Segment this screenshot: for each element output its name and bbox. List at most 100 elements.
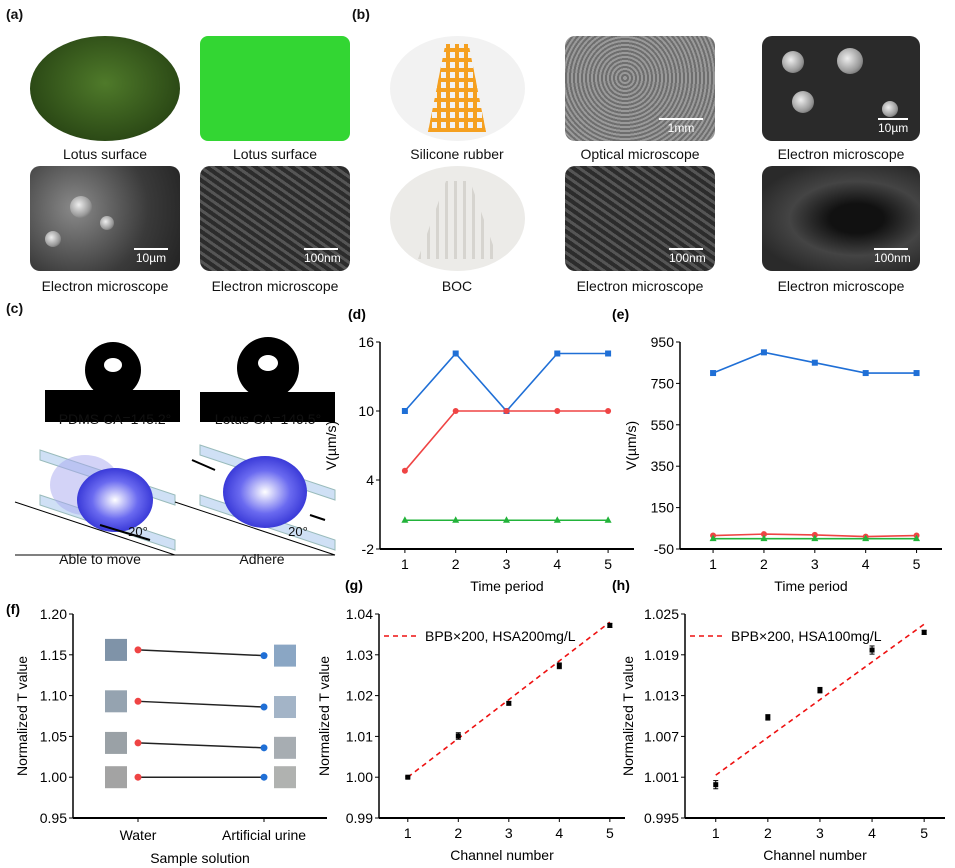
x-tick-label: 3 <box>505 825 513 841</box>
data-point <box>405 774 411 780</box>
water-point <box>134 646 142 654</box>
y-axis-title: V(µm/s) <box>623 421 639 470</box>
x-tick-label: 1 <box>404 825 412 841</box>
y-tick-label: 1.02 <box>346 688 373 704</box>
caption: Lotus CA=149.5° <box>214 411 322 427</box>
pair-line <box>137 742 265 749</box>
water-color-swatch <box>105 731 127 754</box>
arrow-icon <box>99 524 151 541</box>
y-tick-label: 750 <box>651 375 675 391</box>
electron-microscope-image: 10µm <box>762 36 920 141</box>
x-tick-label: 4 <box>553 556 561 572</box>
urine-point <box>260 703 268 711</box>
data-point-blue <box>760 349 767 356</box>
data-point <box>556 663 562 669</box>
scale-bar: 1mm <box>659 118 703 135</box>
y-axis-title: Normalized T value <box>316 656 332 776</box>
water-color-swatch <box>105 638 127 661</box>
y-tick-label: 1.019 <box>644 647 679 663</box>
data-point-red <box>605 408 612 414</box>
water-color-swatch <box>105 766 127 789</box>
x-tick-label: 4 <box>862 556 870 572</box>
electron-microscope-image: 100nm <box>565 166 715 271</box>
y-tick-label: 350 <box>651 458 675 474</box>
caption: Lotus surface <box>62 146 148 162</box>
water-point <box>134 773 142 781</box>
y-tick-label: 1.03 <box>346 647 373 663</box>
urine-color-swatch <box>274 696 296 719</box>
y-tick-label: 1.00 <box>346 769 373 785</box>
adhering-droplet-diagram <box>174 444 336 556</box>
urine-point <box>260 652 268 660</box>
data-point <box>455 733 461 739</box>
data-point-red <box>401 467 408 474</box>
y-tick-label: 1.007 <box>644 728 679 744</box>
boc-photo <box>390 166 525 271</box>
data-point <box>765 714 771 720</box>
caption: Electron microscope <box>576 278 704 294</box>
caption: Lotus surface <box>232 146 318 162</box>
pair-line <box>137 700 265 708</box>
panel-label: (g) <box>345 577 363 593</box>
x-tick-label: 5 <box>604 556 612 572</box>
urine-color-swatch <box>274 766 296 789</box>
panel-label: (h) <box>612 577 630 593</box>
y-tick-label: 16 <box>358 334 374 350</box>
caption: Electron microscope <box>777 278 905 294</box>
x-tick-label: 3 <box>811 556 819 572</box>
pair-line <box>137 649 265 657</box>
y-tick-label: 0.95 <box>40 810 67 826</box>
fit-line <box>407 621 611 778</box>
y-tick-label: 10 <box>358 403 374 419</box>
panel-label: (f) <box>6 601 20 617</box>
data-point-blue <box>710 370 717 377</box>
y-tick-label: 0.99 <box>346 810 373 826</box>
panel-b-label: (b) <box>352 6 370 22</box>
urine-color-swatch <box>274 644 296 667</box>
caption: BOC <box>441 278 473 294</box>
y-axis-title: Normalized T value <box>620 656 636 776</box>
urine-color-swatch <box>274 736 296 759</box>
y-tick-label: 1.15 <box>40 647 67 663</box>
x-tick-label: Artificial urine <box>222 827 306 843</box>
lotus-sem-image: 100nm <box>200 166 350 271</box>
chart-f: (f) 0.95 1.00 1.05 1.10 1.15 1.20 Normalized T … <box>6 601 327 866</box>
y-tick-label: 1.001 <box>644 769 679 785</box>
series-line-blue <box>404 352 609 413</box>
data-point-blue <box>862 370 869 377</box>
x-axis-title: Time period <box>774 578 847 594</box>
data-point-green <box>709 534 717 542</box>
caption: Able to move <box>59 551 141 567</box>
caption: Silicone rubber <box>410 146 504 162</box>
data-point <box>921 629 927 635</box>
sliding-droplet-diagram <box>14 449 176 556</box>
arrow-icon <box>309 514 326 521</box>
y-axis-title: V(µm/s) <box>323 421 339 470</box>
data-point-green <box>913 534 921 542</box>
x-axis-title: Channel number <box>450 847 554 863</box>
chart-d: (d) -2 4 10 16 V(µm/s) Time period 1 2 3 4 5 <box>323 306 634 594</box>
y-tick-label: 1.00 <box>40 769 67 785</box>
y-tick-label: 950 <box>651 334 675 350</box>
water-color-swatch <box>105 690 127 713</box>
x-axis-title: Channel number <box>763 847 867 863</box>
y-tick-label: 0.995 <box>644 810 679 826</box>
data-point-red <box>554 408 561 414</box>
data-point-red <box>760 531 767 538</box>
caption: PDMS CA=145.2° <box>58 411 172 427</box>
y-tick-label: 550 <box>651 417 675 433</box>
x-tick-label: 5 <box>606 825 614 841</box>
x-tick-label: 2 <box>764 825 772 841</box>
electron-microscope-image: 100nm <box>762 166 920 271</box>
data-point-green <box>452 516 460 523</box>
series-line-red <box>404 410 609 472</box>
data-point-green <box>502 516 510 523</box>
chart-e: (e) -50 150 350 550 750 950 V(µm/s) Time period 1… <box>612 306 942 594</box>
caption: Adhere <box>239 551 285 567</box>
lotus-sem-image: 10µm <box>30 166 180 271</box>
urine-point <box>260 773 268 781</box>
panel-a-label: (a) <box>6 6 24 22</box>
y-tick-label: 1.10 <box>40 688 67 704</box>
